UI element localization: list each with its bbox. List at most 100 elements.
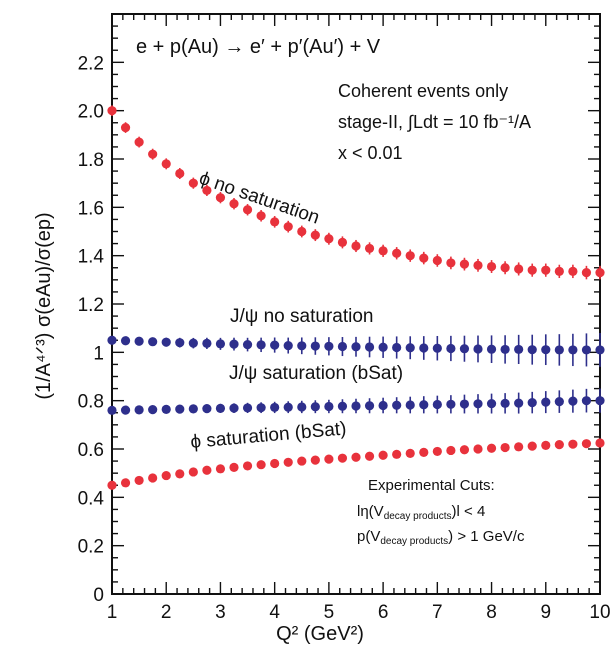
x-tick-label: 7: [432, 602, 443, 623]
y-axis-label: (1/A⁴ᐟ³) σ(eAu)/σ(ep): [33, 212, 55, 399]
data-point-jpsi_nosat: [242, 340, 253, 350]
data-point-jpsi_sat: [134, 405, 144, 415]
data-point-phi_sat: [283, 457, 293, 467]
data-point-jpsi_nosat: [337, 341, 348, 352]
data-point-phi_sat: [459, 445, 470, 455]
data-point-jpsi_sat: [527, 398, 537, 408]
data-point-phi_sat: [500, 442, 510, 453]
x-tick-label: 9: [540, 602, 551, 623]
data-point-jpsi_nosat: [595, 345, 605, 355]
data-point-jpsi_sat: [405, 400, 415, 410]
data-point-phi_nosat: [392, 248, 402, 258]
data-point-phi_nosat: [405, 251, 415, 261]
data-point-phi_nosat: [486, 261, 497, 272]
data-point-jpsi_nosat: [297, 341, 307, 351]
data-point-jpsi_sat: [107, 405, 117, 415]
data-point-phi_nosat: [107, 106, 117, 116]
data-point-phi_sat: [378, 450, 388, 460]
y-tick-label: 1.8: [78, 150, 104, 171]
info-line-1: Coherent events only: [338, 81, 508, 101]
x-tick-label: 10: [589, 602, 610, 623]
data-point-jpsi_nosat: [120, 336, 131, 346]
data-point-phi_nosat: [473, 260, 483, 270]
cuts-title: Experimental Cuts:: [368, 477, 495, 494]
cuts-line-2-tail: ) > 1 GeV/c: [448, 528, 525, 545]
data-point-phi_sat: [432, 446, 442, 457]
data-point-phi_nosat: [432, 255, 442, 266]
data-point-phi_sat: [175, 469, 185, 479]
data-point-jpsi_sat: [473, 399, 483, 409]
data-point-jpsi_sat: [514, 398, 524, 408]
data-point-jpsi_sat: [337, 401, 348, 411]
data-point-jpsi_nosat: [148, 337, 158, 347]
data-point-jpsi_nosat: [161, 337, 171, 347]
data-point-jpsi_sat: [364, 401, 375, 411]
data-point-phi_nosat: [229, 199, 239, 209]
series-label-jpsi-nosat: J/ψ no saturation: [230, 306, 373, 327]
data-point-phi_sat: [527, 441, 537, 451]
data-point-jpsi_nosat: [310, 341, 320, 351]
data-point-phi_nosat: [242, 205, 253, 215]
data-point-phi_nosat: [120, 122, 131, 133]
data-point-phi_sat: [581, 439, 592, 449]
data-point-phi_nosat: [351, 241, 361, 251]
data-point-phi_nosat: [581, 267, 592, 278]
data-point-phi_sat: [405, 448, 415, 458]
data-point-phi_sat: [215, 464, 226, 474]
data-point-jpsi_sat: [161, 404, 171, 414]
data-point-jpsi_nosat: [459, 344, 470, 354]
data-point-phi_nosat: [419, 253, 429, 263]
data-point-jpsi_sat: [446, 399, 456, 409]
data-point-jpsi_sat: [486, 398, 497, 409]
data-point-jpsi_sat: [378, 400, 388, 411]
data-point-jpsi_nosat: [175, 338, 185, 348]
data-point-jpsi_sat: [188, 404, 198, 414]
data-point-phi_nosat: [134, 137, 144, 147]
data-point-phi_sat: [541, 440, 551, 450]
data-point-jpsi_sat: [568, 396, 578, 406]
cuts-line-1: lη(Vdecay products)l < 4: [357, 503, 485, 522]
data-point-jpsi_nosat: [405, 343, 415, 353]
data-point-jpsi_nosat: [514, 344, 524, 355]
data-point-jpsi_sat: [242, 403, 253, 413]
data-point-phi_sat: [473, 444, 483, 454]
data-point-phi_nosat: [297, 226, 307, 237]
data-point-phi_sat: [419, 447, 429, 457]
data-point-jpsi_nosat: [188, 338, 198, 348]
data-point-jpsi_sat: [581, 396, 592, 406]
data-point-phi_sat: [134, 475, 144, 486]
data-point-jpsi_nosat: [256, 340, 266, 350]
data-point-phi_nosat: [459, 259, 470, 269]
data-point-phi_sat: [351, 452, 361, 462]
data-point-phi_sat: [188, 467, 198, 477]
data-point-phi_nosat: [541, 265, 551, 275]
data-point-jpsi_nosat: [446, 343, 456, 354]
data-point-phi_nosat: [595, 267, 605, 278]
y-tick-label: 0.6: [78, 440, 104, 461]
data-point-phi_nosat: [527, 265, 537, 275]
cuts-line-1-sub: decay products: [384, 511, 452, 522]
data-point-jpsi_sat: [229, 403, 239, 413]
data-point-jpsi_nosat: [554, 345, 564, 355]
data-point-phi_nosat: [514, 264, 524, 274]
cuts-line-2: p(Vdecay products) > 1 GeV/c: [357, 528, 525, 547]
data-point-phi_nosat: [283, 222, 293, 232]
data-point-phi_nosat: [500, 263, 510, 273]
data-point-phi_sat: [514, 442, 524, 452]
data-point-jpsi_sat: [148, 405, 158, 415]
data-point-jpsi_sat: [392, 400, 402, 410]
data-point-jpsi_sat: [554, 397, 564, 407]
data-point-jpsi_sat: [270, 402, 280, 413]
x-axis-label: Q² (GeV²): [276, 623, 364, 645]
data-point-jpsi_sat: [419, 400, 429, 410]
data-point-jpsi_sat: [283, 402, 293, 412]
data-point-jpsi_sat: [541, 397, 551, 407]
data-point-phi_sat: [202, 465, 212, 475]
data-point-phi_sat: [242, 461, 253, 471]
data-point-phi_nosat: [310, 230, 320, 240]
data-point-jpsi_sat: [256, 403, 266, 413]
data-point-jpsi_nosat: [283, 340, 293, 351]
data-point-phi_sat: [337, 453, 348, 463]
data-point-phi_sat: [364, 451, 375, 461]
y-tick-label: 1.4: [78, 247, 105, 268]
